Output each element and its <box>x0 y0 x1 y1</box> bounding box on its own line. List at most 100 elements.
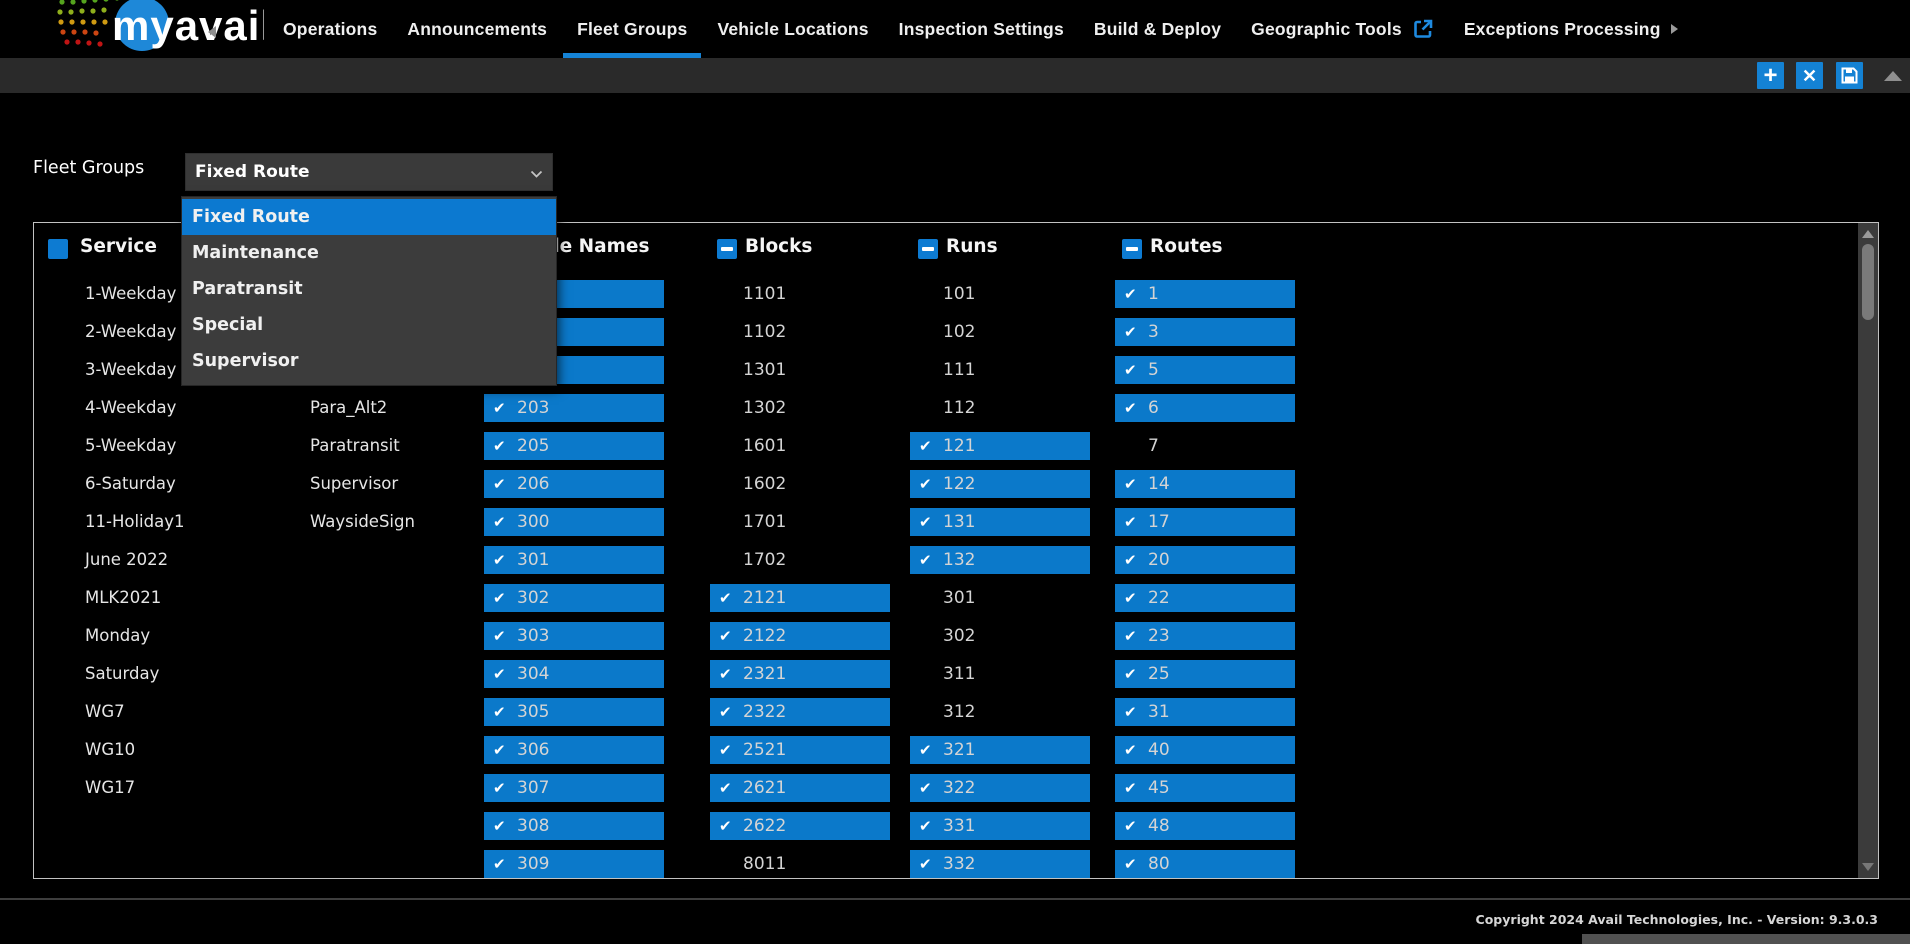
vehicle-number-cell[interactable]: ✔308 <box>484 812 664 840</box>
service-name-item[interactable]: June 2022 <box>85 546 168 574</box>
block-cell[interactable]: ✔2321 <box>710 660 890 688</box>
run-cell[interactable]: ✔331 <box>910 812 1090 840</box>
vehicle-name-item[interactable]: Para_Alt2 <box>310 394 387 422</box>
service-name-item[interactable]: 2-Weekday <box>85 318 176 346</box>
nav-item-geographic-tools[interactable]: Geographic Tools <box>1236 0 1449 58</box>
header-checkbox-blocks[interactable] <box>717 239 737 259</box>
service-name-item[interactable]: 4-Weekday <box>85 394 176 422</box>
block-cell[interactable]: 1601 <box>710 432 890 460</box>
scrollbar-down-arrow-icon[interactable] <box>1862 863 1874 871</box>
vehicle-number-cell[interactable]: ✔302 <box>484 584 664 612</box>
service-name-item[interactable]: WG17 <box>85 774 135 802</box>
block-cell[interactable]: 8011 <box>710 850 890 878</box>
run-cell[interactable]: ✔132 <box>910 546 1090 574</box>
service-name-item[interactable]: WG10 <box>85 736 135 764</box>
fleet-groups-select[interactable]: Fixed Route <box>185 153 553 191</box>
vehicle-number-cell[interactable]: ✔306 <box>484 736 664 764</box>
block-cell[interactable]: 1301 <box>710 356 890 384</box>
block-cell[interactable]: ✔2622 <box>710 812 890 840</box>
save-button[interactable] <box>1836 62 1863 89</box>
run-cell[interactable]: 112 <box>910 394 1090 422</box>
route-cell[interactable]: ✔22 <box>1115 584 1295 612</box>
block-cell[interactable]: ✔2322 <box>710 698 890 726</box>
run-cell[interactable]: 102 <box>910 318 1090 346</box>
route-cell[interactable]: ✔3 <box>1115 318 1295 346</box>
dropdown-option-special[interactable]: Special <box>182 307 556 343</box>
vehicle-name-item[interactable]: Paratransit <box>310 432 400 460</box>
nav-item-build-deploy[interactable]: Build & Deploy <box>1079 0 1236 58</box>
vehicle-name-item[interactable]: Supervisor <box>310 470 398 498</box>
nav-item-announcements[interactable]: Announcements <box>392 0 562 58</box>
block-cell[interactable]: 1701 <box>710 508 890 536</box>
vehicle-number-cell[interactable]: ✔309 <box>484 850 664 878</box>
service-name-item[interactable]: 1-Weekday <box>85 280 176 308</box>
service-name-item[interactable]: WG7 <box>85 698 125 726</box>
service-name-item[interactable]: 5-Weekday <box>85 432 176 460</box>
nav-collapse-left-arrow-icon[interactable] <box>208 26 216 38</box>
vehicle-number-cell[interactable]: ✔307 <box>484 774 664 802</box>
run-cell[interactable]: ✔322 <box>910 774 1090 802</box>
vertical-scrollbar[interactable] <box>1858 223 1878 878</box>
add-button[interactable]: + <box>1757 62 1784 89</box>
scrollbar-thumb[interactable] <box>1862 244 1874 320</box>
route-cell[interactable]: ✔25 <box>1115 660 1295 688</box>
route-cell[interactable]: ✔1 <box>1115 280 1295 308</box>
dropdown-option-supervisor[interactable]: Supervisor <box>182 343 556 379</box>
run-cell[interactable]: 111 <box>910 356 1090 384</box>
vehicle-number-cell[interactable]: ✔301 <box>484 546 664 574</box>
block-cell[interactable]: ✔2521 <box>710 736 890 764</box>
vehicle-number-cell[interactable]: ✔203 <box>484 394 664 422</box>
service-name-item[interactable]: 6-Saturday <box>85 470 176 498</box>
service-name-item[interactable]: 3-Weekday <box>85 356 176 384</box>
run-cell[interactable]: 312 <box>910 698 1090 726</box>
nav-item-exceptions-processing[interactable]: Exceptions Processing <box>1449 0 1693 58</box>
block-cell[interactable]: 1102 <box>710 318 890 346</box>
vehicle-number-cell[interactable]: ✔303 <box>484 622 664 650</box>
header-checkbox-runs[interactable] <box>918 239 938 259</box>
route-cell[interactable]: ✔80 <box>1115 850 1295 878</box>
nav-item-vehicle-locations[interactable]: Vehicle Locations <box>702 0 883 58</box>
header-checkbox-service[interactable] <box>48 239 68 259</box>
run-cell[interactable]: ✔321 <box>910 736 1090 764</box>
route-cell[interactable]: ✔17 <box>1115 508 1295 536</box>
delete-button[interactable]: ✕ <box>1796 62 1823 89</box>
dropdown-option-maintenance[interactable]: Maintenance <box>182 235 556 271</box>
route-cell[interactable]: ✔23 <box>1115 622 1295 650</box>
vehicle-number-cell[interactable]: ✔304 <box>484 660 664 688</box>
vehicle-name-item[interactable]: WaysideSign <box>310 508 415 536</box>
run-cell[interactable]: ✔122 <box>910 470 1090 498</box>
vehicle-number-cell[interactable]: ✔305 <box>484 698 664 726</box>
run-cell[interactable]: 311 <box>910 660 1090 688</box>
dropdown-option-fixed-route[interactable]: Fixed Route <box>182 199 556 235</box>
route-cell[interactable]: 7 <box>1115 432 1295 460</box>
route-cell[interactable]: ✔31 <box>1115 698 1295 726</box>
service-name-item[interactable]: MLK2021 <box>85 584 161 612</box>
block-cell[interactable]: ✔2121 <box>710 584 890 612</box>
route-cell[interactable]: ✔45 <box>1115 774 1295 802</box>
vehicle-number-cell[interactable]: ✔206 <box>484 470 664 498</box>
block-cell[interactable]: ✔2621 <box>710 774 890 802</box>
nav-item-operations[interactable]: Operations <box>268 0 392 58</box>
service-name-item[interactable]: 11-Holiday1 <box>85 508 184 536</box>
run-cell[interactable]: 101 <box>910 280 1090 308</box>
route-cell[interactable]: ✔6 <box>1115 394 1295 422</box>
nav-item-inspection-settings[interactable]: Inspection Settings <box>884 0 1079 58</box>
header-checkbox-routes[interactable] <box>1122 239 1142 259</box>
route-cell[interactable]: ✔5 <box>1115 356 1295 384</box>
vehicle-number-cell[interactable]: ✔205 <box>484 432 664 460</box>
dropdown-option-paratransit[interactable]: Paratransit <box>182 271 556 307</box>
vehicle-number-cell[interactable]: ✔300 <box>484 508 664 536</box>
run-cell[interactable]: 302 <box>910 622 1090 650</box>
scrollbar-up-arrow-icon[interactable] <box>1862 230 1874 238</box>
block-cell[interactable]: ✔2122 <box>710 622 890 650</box>
route-cell[interactable]: ✔48 <box>1115 812 1295 840</box>
toolbar-collapse-up-arrow-icon[interactable] <box>1884 71 1902 81</box>
block-cell[interactable]: 1602 <box>710 470 890 498</box>
block-cell[interactable]: 1702 <box>710 546 890 574</box>
service-name-item[interactable]: Monday <box>85 622 150 650</box>
run-cell[interactable]: 301 <box>910 584 1090 612</box>
run-cell[interactable]: ✔121 <box>910 432 1090 460</box>
nav-item-fleet-groups[interactable]: Fleet Groups <box>562 0 702 58</box>
service-name-item[interactable]: Saturday <box>85 660 159 688</box>
route-cell[interactable]: ✔20 <box>1115 546 1295 574</box>
